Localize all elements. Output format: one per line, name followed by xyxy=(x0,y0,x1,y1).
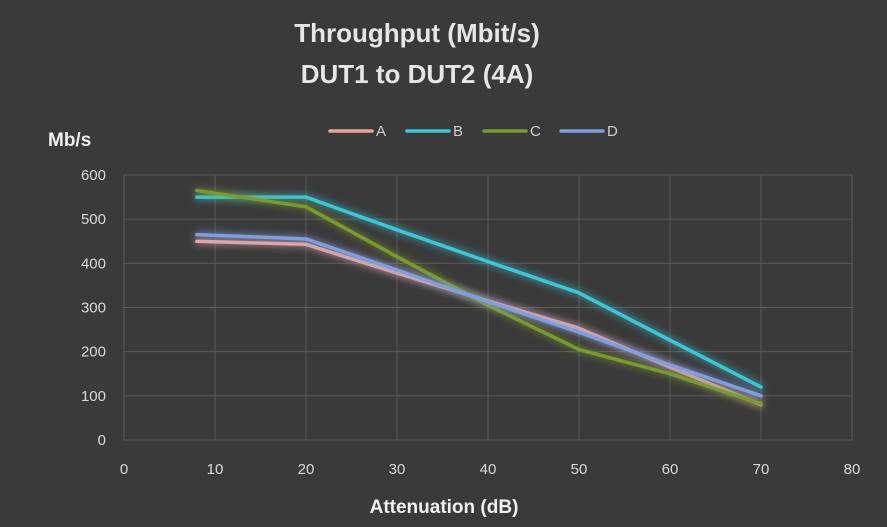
y-tick-label: 100 xyxy=(81,388,106,405)
x-tick-label: 40 xyxy=(480,461,497,478)
series-line-b xyxy=(195,195,763,389)
series-line-a xyxy=(195,239,763,407)
x-tick-labels: 0 10 20 30 40 50 60 70 80 xyxy=(120,461,861,478)
legend-label-b: B xyxy=(453,123,463,140)
chart-title: Throughput (Mbit/s) xyxy=(294,18,539,48)
grid xyxy=(123,174,853,441)
y-axis-title: Mb/s xyxy=(48,130,91,151)
chart-subtitle: DUT1 to DUT2 (4A) xyxy=(301,59,534,89)
x-tick-label: 30 xyxy=(389,461,406,478)
y-tick-label: 500 xyxy=(81,211,106,228)
x-tick-label: 60 xyxy=(662,461,679,478)
y-tick-label: 600 xyxy=(81,167,106,184)
y-tick-label: 200 xyxy=(81,344,106,361)
y-tick-label: 300 xyxy=(81,300,106,317)
x-tick-label: 70 xyxy=(753,461,770,478)
x-tick-label: 10 xyxy=(207,461,224,478)
x-tick-label: 20 xyxy=(298,461,315,478)
legend-label-a: A xyxy=(376,123,386,140)
series-lines xyxy=(195,188,763,407)
x-tick-label: 50 xyxy=(571,461,588,478)
legend-label-c: C xyxy=(530,123,541,140)
x-tick-label: 80 xyxy=(844,461,861,478)
y-tick-label: 400 xyxy=(81,255,106,272)
legend: A B C D xyxy=(328,123,618,140)
x-tick-label: 0 xyxy=(120,461,128,478)
x-axis-title: Attenuation (dB) xyxy=(370,497,519,518)
series-line-d xyxy=(195,232,763,398)
y-tick-label: 0 xyxy=(98,432,106,449)
series-line-c xyxy=(195,188,763,406)
legend-label-d: D xyxy=(607,123,618,140)
y-tick-labels: 0 100 200 300 400 500 600 xyxy=(81,167,106,449)
